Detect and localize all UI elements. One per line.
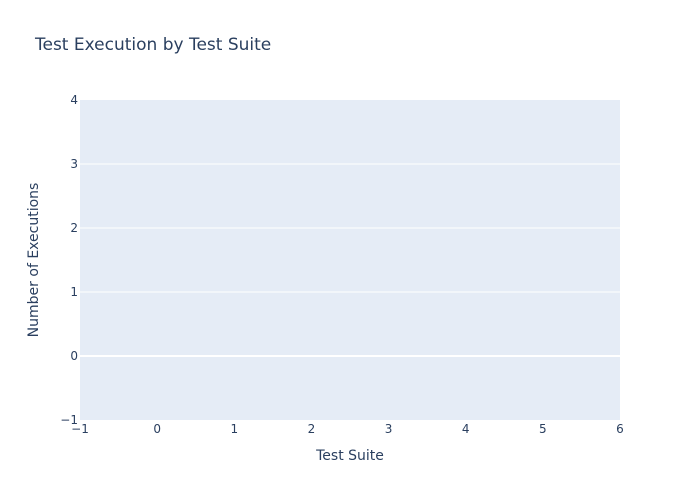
y-tick-label: 2 (70, 221, 78, 235)
y-tick-label: 1 (70, 285, 78, 299)
x-tick-label: 4 (462, 422, 470, 436)
chart-title: Test Execution by Test Suite (34, 35, 271, 55)
x-axis-title: Test Suite (315, 448, 384, 464)
y-tick-label: 3 (70, 157, 78, 171)
x-tick-label: 1 (230, 422, 238, 436)
x-tick-labels: −1 0 1 2 3 4 5 6 (71, 422, 624, 436)
y-tick-label: 0 (70, 349, 78, 363)
y-tick-label: 4 (70, 93, 78, 107)
y-tick-label: −1 (60, 413, 78, 427)
x-tick-label: 2 (308, 422, 316, 436)
y-tick-labels: −1 0 1 2 3 4 (60, 93, 78, 427)
x-tick-label: 6 (616, 422, 624, 436)
plot-area (80, 100, 620, 420)
y-axis-title: Number of Executions (26, 183, 42, 338)
x-tick-label: 0 (153, 422, 161, 436)
x-tick-label: −1 (71, 422, 89, 436)
y-gridlines (80, 163, 620, 357)
x-tick-label: 5 (539, 422, 547, 436)
x-tick-label: 3 (385, 422, 393, 436)
